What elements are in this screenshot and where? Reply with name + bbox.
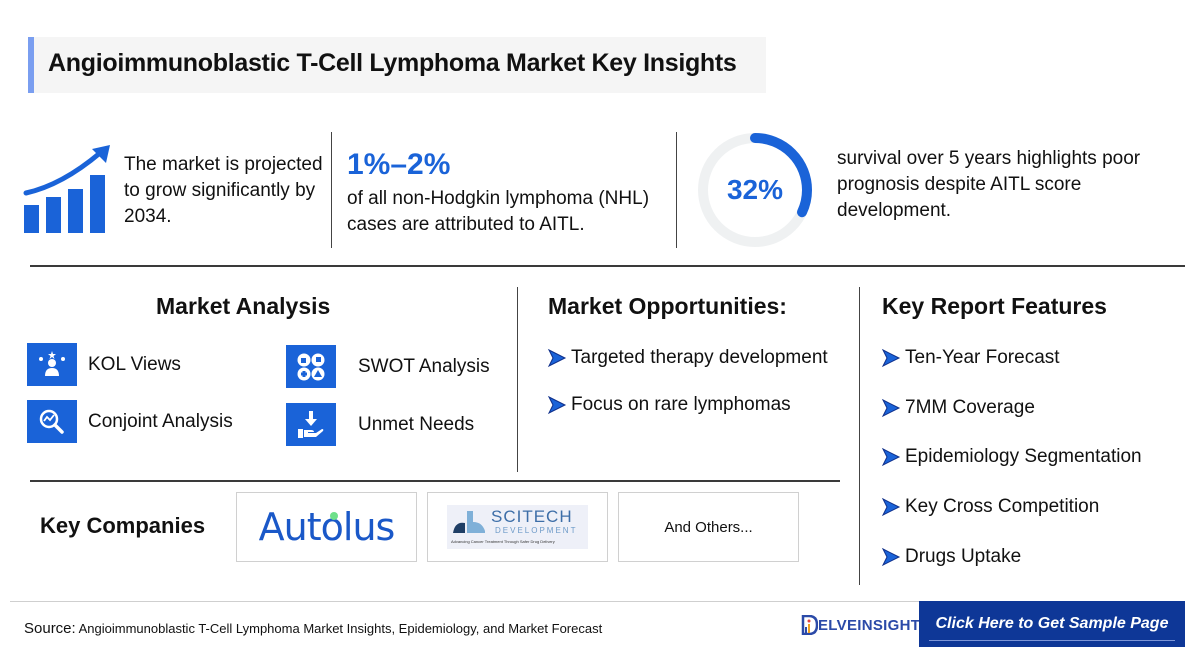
market-analysis-item-swot: SWOT Analysis [286,345,490,388]
feature-item: 7MM Coverage [881,397,1035,419]
page-title: Angioimmunoblastic T-Cell Lymphoma Marke… [48,49,737,77]
conjoint-analysis-icon [27,400,77,443]
conjoint-analysis-label: Conjoint Analysis [88,410,233,432]
opportunity-item: Focus on rare lymphomas [547,394,791,416]
donut-ring [698,133,812,247]
divider [676,132,677,248]
divider [331,132,332,248]
market-analysis-item-kol: KOL Views [27,343,181,386]
feature-item: Drugs Uptake [881,546,1021,568]
get-sample-page-button[interactable]: Click Here to Get Sample Page [919,601,1185,647]
unmet-needs-label: Unmet Needs [358,413,475,435]
kol-views-label: KOL Views [88,353,181,375]
chevron-right-icon [881,398,901,418]
source-note: Source: Angioimmunoblastic T-Cell Lympho… [24,620,602,637]
growth-chart-icon [23,145,110,233]
source-text: Angioimmunoblastic T-Cell Lymphoma Marke… [78,621,603,636]
kol-views-icon [27,343,77,386]
logo-dot-icon [330,512,338,520]
scitech-tagline: Advancing Cancer Treatment Through Safer… [451,539,555,544]
chevron-right-icon [881,348,901,368]
survival-value: 32% [726,174,784,205]
feature-label: Ten-Year Forecast [905,347,1060,368]
feature-item: Epidemiology Segmentation [881,446,1142,468]
chevron-right-icon [547,395,567,415]
chevron-right-icon [881,547,901,567]
scitech-sub: DEVELOPMENT [495,526,578,535]
nhl-share-stat: 1%–2% of all non-Hodgkin lymphoma (NHL) … [347,148,667,238]
chevron-right-icon [881,497,901,517]
cta-label: Click Here to Get Sample Page [935,615,1169,632]
scitech-mark-icon [453,511,485,533]
swot-label: SWOT Analysis [358,355,490,377]
market-analysis-item-conjoint: Conjoint Analysis [27,400,233,443]
company-logo-scitech: SCITECH DEVELOPMENT Advancing Cancer Tre… [427,492,608,562]
feature-label: Key Cross Competition [905,496,1100,517]
autolus-logo: Autolus [258,505,396,549]
divider [859,287,860,585]
opportunity-item: Targeted therapy development [547,347,828,369]
survival-text: survival over 5 years highlights poor pr… [837,148,1141,221]
scitech-name: SCITECH [491,507,573,526]
others-label: And Others... [664,518,753,536]
key-companies-label: Key Companies [40,513,206,538]
swot-icon [286,345,336,388]
scitech-logo: SCITECH DEVELOPMENT Advancing Cancer Tre… [447,505,588,549]
growth-text: The market is projected to grow signific… [124,154,323,227]
key-report-features-title: Key Report Features [882,293,1107,319]
market-analysis-title: Market Analysis [156,293,331,319]
survival-donut: 32% [695,130,815,250]
section-divider [30,480,840,482]
market-analysis-item-unmet: Unmet Needs [286,403,474,446]
unmet-needs-icon [286,403,336,446]
chevron-right-icon [547,348,567,368]
title-banner: Angioimmunoblastic T-Cell Lymphoma Marke… [28,37,766,93]
opportunity-label: Focus on rare lymphomas [571,394,791,415]
feature-label: Epidemiology Segmentation [905,446,1142,467]
nhl-share-value: 1%–2% [347,148,451,181]
divider [517,287,518,472]
delveinsight-mark-icon [801,615,818,635]
delveinsight-text: ELVEINSIGHT [818,616,921,634]
opportunity-label: Targeted therapy development [571,347,828,368]
feature-label: 7MM Coverage [905,397,1035,418]
market-opportunities-title: Market Opportunities: [548,293,787,319]
feature-item: Key Cross Competition [881,496,1099,518]
footer-divider [10,601,920,602]
delveinsight-logo: ELVEINSIGHT [800,615,920,635]
nhl-share-text: of all non-Hodgkin lymphoma (NHL) cases … [347,188,650,235]
company-others: And Others... [618,492,799,562]
chevron-right-icon [881,447,901,467]
feature-item: Ten-Year Forecast [881,347,1060,369]
company-logo-autolus: Autolus [236,492,417,562]
section-divider [30,265,1185,267]
feature-label: Drugs Uptake [905,546,1022,567]
source-label: Source: [24,620,76,637]
